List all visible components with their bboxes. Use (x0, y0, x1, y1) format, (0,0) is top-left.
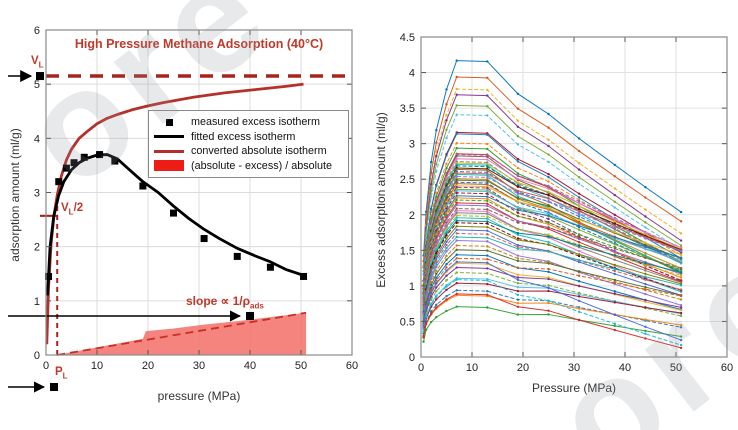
right-chart-canvas: 0 10 20 30 40 50 60 0 0.5 1 1.5 2 2.5 3 3.5 4 4.5 (400, 32, 733, 374)
svg-text:50: 50 (670, 362, 682, 374)
measured-point (55, 178, 63, 186)
svg-text:3.5: 3.5 (400, 103, 415, 115)
svg-text:0.5: 0.5 (400, 316, 415, 328)
right-x-axis-label: Pressure (MPa) (531, 381, 617, 395)
svg-text:1: 1 (34, 296, 40, 308)
right-chart-panel: 0 10 20 30 40 50 60 0 0.5 1 1.5 2 2.5 3 3.5 4 4.5 Excess… (369, 0, 738, 430)
right-y-axis-label: Excess adsorption amount (ml/g) (374, 112, 388, 288)
ensemble-lines (422, 59, 683, 350)
svg-text:20: 20 (142, 360, 154, 372)
measured-point (96, 151, 104, 159)
area-dashed-edge (57, 311, 307, 356)
left-chart-canvas: 0 10 20 30 40 50 60 0 1 2 3 4 5 6 (8, 25, 358, 393)
svg-text:40: 40 (619, 362, 631, 374)
measured-point (70, 159, 78, 167)
right-grid (421, 37, 727, 357)
left-plot-box (45, 29, 353, 356)
svg-text:20: 20 (517, 362, 529, 374)
measured-point (170, 209, 177, 217)
svg-text:30: 30 (568, 362, 580, 374)
measured-point (45, 272, 53, 280)
measured-point (266, 263, 274, 271)
svg-text:2: 2 (34, 242, 40, 254)
vl-half-annotation: VL/2 (61, 202, 84, 217)
legend-item-ratio: (absolute - excess) / absolute (154, 160, 343, 172)
svg-text:4.5: 4.5 (400, 32, 415, 44)
left-y-axis-label: adsorption amount (ml/g) (8, 128, 22, 262)
svg-text:4: 4 (34, 133, 40, 145)
svg-text:0: 0 (409, 352, 415, 364)
svg-text:10: 10 (91, 360, 103, 372)
measured-point (62, 164, 70, 172)
legend-label: measured excess isotherm (191, 116, 321, 129)
measured-point (233, 252, 241, 260)
red-line-swatch-icon (154, 149, 184, 153)
svg-text:0: 0 (34, 350, 40, 362)
svg-text:40: 40 (244, 360, 256, 372)
svg-text:10: 10 (466, 362, 478, 374)
absolute-isotherm-line (45, 82, 304, 345)
svg-text:4: 4 (409, 68, 415, 80)
black-line-swatch-icon (154, 135, 184, 139)
svg-text:1: 1 (409, 281, 415, 293)
measured-point (300, 272, 308, 280)
svg-text:2: 2 (409, 210, 415, 222)
left-chart-panel: 0 10 20 30 40 50 60 0 1 2 3 4 5 6 High Pressure Metha… (8, 25, 358, 403)
svg-text:60: 60 (721, 362, 733, 374)
right-plot-box (420, 36, 728, 358)
svg-text:0: 0 (43, 360, 49, 372)
slope-annotation: slope ∝ 1/ρads (186, 294, 264, 311)
vl-annotation: VL (31, 55, 44, 70)
left-chart-title: High Pressure Methane Adsorption (40°C) (74, 37, 324, 51)
svg-text:3: 3 (409, 139, 415, 151)
measured-point (80, 153, 88, 161)
pl-annotation: PL (55, 366, 68, 381)
measured-point (139, 182, 147, 190)
measured-point (200, 235, 208, 243)
legend-item-absolute: converted absolute isotherm (154, 145, 343, 157)
legend-label: converted absolute isotherm (191, 145, 327, 158)
svg-text:1.5: 1.5 (400, 245, 415, 257)
legend-item-measured: measured excess isotherm (154, 116, 343, 128)
measured-point (111, 157, 119, 165)
svg-text:60: 60 (346, 360, 358, 372)
legend-item-fitted: fitted excess isotherm (154, 131, 343, 143)
red-patch-swatch-icon (154, 160, 184, 172)
svg-text:50: 50 (295, 360, 307, 372)
black-square-marker-icon (154, 118, 184, 126)
svg-text:0: 0 (418, 362, 424, 374)
left-x-axis-label: pressure (MPa) (157, 389, 241, 403)
svg-text:6: 6 (34, 25, 40, 37)
svg-text:30: 30 (193, 360, 205, 372)
svg-text:3: 3 (34, 188, 40, 200)
legend-label: fitted excess isotherm (191, 130, 296, 143)
legend-label: (absolute - excess) / absolute (191, 159, 333, 172)
svg-text:2.5: 2.5 (400, 174, 415, 186)
fitted-isotherm-line (46, 153, 304, 296)
left-chart-legend: measured excess isotherm fitted excess i… (148, 110, 349, 178)
svg-text:5: 5 (34, 79, 40, 91)
